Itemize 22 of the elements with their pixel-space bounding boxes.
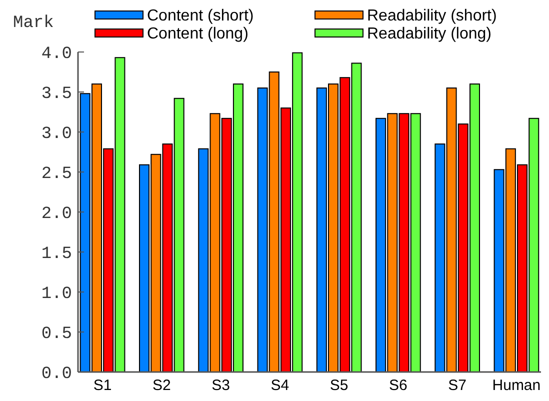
y-axis-title: Mark: [13, 14, 54, 33]
legend-label: Content (short): [147, 8, 254, 25]
y-tick-label: 4.0: [41, 44, 72, 64]
x-tick-label: S5: [330, 377, 348, 394]
y-tick-label: 3.0: [41, 124, 72, 144]
y-tick-label: 1.5: [41, 244, 72, 264]
x-tick-label: Human: [492, 377, 541, 394]
legend-label: Content (long): [147, 26, 248, 43]
legend-label: Readability (long): [367, 26, 492, 43]
y-tick-label: 3.5: [41, 84, 72, 104]
legend-label: Readability (short): [367, 8, 497, 25]
x-tick-label: S6: [389, 377, 408, 394]
y-tick-label: 2.0: [41, 204, 72, 224]
x-tick-label: S7: [448, 377, 467, 394]
y-tick-label: 2.5: [41, 164, 72, 184]
y-tick-label: 0.0: [41, 364, 72, 384]
y-tick-label: 1.0: [41, 284, 72, 304]
y-tick-label: 0.5: [41, 324, 72, 344]
x-tick-label: S4: [270, 377, 290, 394]
x-tick-label: S3: [212, 377, 230, 394]
x-tick-label: S1: [93, 377, 112, 394]
x-tick-label: S2: [152, 377, 171, 394]
